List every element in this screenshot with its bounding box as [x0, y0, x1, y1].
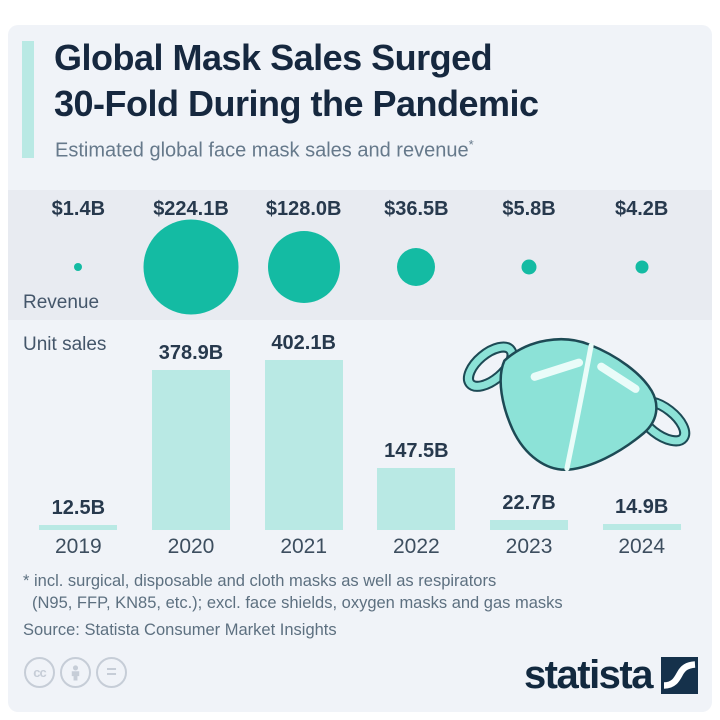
revenue-bubble-row: $1.4B $224.1B $128.0B $36.5B $5.8B $4.2B [22, 190, 698, 320]
mask-center-crease [564, 342, 594, 472]
unit-sales-row-label: Unit sales [23, 334, 107, 355]
mask-nose-wire-right [597, 362, 640, 393]
revenue-value-label: $128.0B [265, 198, 342, 220]
year-label: 2019 [54, 535, 102, 558]
unit-sales-value-label: 147.5B [384, 440, 449, 462]
attribution-person-icon [60, 657, 91, 688]
license-icons: cc = [24, 657, 127, 688]
title-line-2: 30-Fold During the Pandemic [54, 83, 539, 124]
revenue-bubble [397, 248, 436, 286]
revenue-bubble [267, 231, 340, 303]
unit-sales-value-label: 12.5B [51, 497, 106, 519]
revenue-column: $1.4B [22, 190, 135, 320]
revenue-value-label: $4.2B [615, 198, 669, 220]
revenue-bubble [521, 259, 537, 275]
unit-sales-column: 402.1B [247, 320, 360, 530]
revenue-value-label: $224.1B [153, 198, 229, 220]
footnote: * incl. surgical, disposable and cloth m… [23, 570, 563, 641]
revenue-bubble [74, 263, 83, 271]
left-ear-loop-icon [462, 341, 518, 392]
mask-nose-wire-left [530, 358, 584, 381]
unit-sales-value-label: 22.7B [502, 492, 556, 514]
revenue-value-label: $36.5B [384, 198, 449, 220]
revenue-column: $224.1B [135, 190, 248, 320]
unit-sales-column: 22.7B [473, 320, 586, 530]
revenue-column: $36.5B [360, 190, 473, 320]
unit-sales-bar [264, 360, 343, 530]
unit-sales-column: 14.9B [585, 320, 698, 530]
year-label: 2024 [618, 535, 666, 558]
unit-sales-bar [39, 525, 118, 530]
revenue-row-label: Revenue [23, 292, 100, 313]
unit-sales-bar [490, 520, 569, 530]
year-label: 2020 [167, 535, 215, 558]
infographic-card: Global Mask Sales Surged 30-Fold During t… [8, 25, 712, 712]
revenue-column: $5.8B [473, 190, 586, 320]
year-label: 2023 [505, 535, 553, 558]
title-accent-bar [22, 41, 34, 158]
unit-sales-bar [602, 524, 681, 530]
revenue-bubble [143, 219, 239, 315]
year-label: 2022 [392, 535, 440, 558]
unit-sales-bar-row: 12.5B 378.9B 402.1B 147.5B 22.7B 14.9B [22, 320, 698, 530]
revenue-bubble [635, 260, 649, 274]
revenue-value-label: $5.8B [502, 198, 556, 220]
revenue-bubble-chart: $1.4B $224.1B $128.0B $36.5B $5.8B $4.2B Reve… [8, 190, 712, 320]
creative-commons-icon: cc [24, 657, 55, 688]
revenue-column: $128.0B [247, 190, 360, 320]
subtitle-text: Estimated global face mask sales and rev… [55, 139, 469, 162]
revenue-column: $4.2B [585, 190, 698, 320]
unit-sales-column: 378.9B [135, 320, 248, 530]
chart-subtitle: Estimated global face mask sales and rev… [55, 137, 474, 163]
year-axis: 2019 2020 2021 2022 2023 2024 [22, 535, 698, 559]
equals-no-derivatives-icon: = [96, 657, 127, 688]
face-mask-illustration [462, 338, 691, 472]
unit-sales-value-label: 402.1B [271, 332, 336, 354]
unit-sales-column: 12.5B [22, 320, 135, 530]
source-line: Source: Statista Consumer Market Insight… [23, 621, 337, 639]
unit-sales-value-label: 14.9B [615, 496, 669, 518]
page-title: Global Mask Sales Surged 30-Fold During t… [54, 35, 539, 127]
year-label: 2021 [280, 535, 328, 558]
statista-wordmark: statista [523, 653, 654, 697]
unit-sales-bar [377, 468, 456, 530]
statista-logo-icon [661, 656, 698, 694]
title-line-1: Global Mask Sales Surged [54, 37, 493, 78]
footnote-line-1: * incl. surgical, disposable and cloth m… [23, 572, 497, 590]
footnote-marker: * [468, 137, 474, 152]
footnote-line-2: (N95, FFP, KN85, etc.); excl. face shiel… [32, 594, 563, 612]
revenue-value-label: $1.4B [51, 198, 106, 220]
statista-branding: statista [524, 655, 698, 695]
unit-sales-column: 147.5B [360, 320, 473, 530]
unit-sales-bar [152, 370, 230, 530]
unit-sales-value-label: 378.9B [158, 342, 224, 364]
